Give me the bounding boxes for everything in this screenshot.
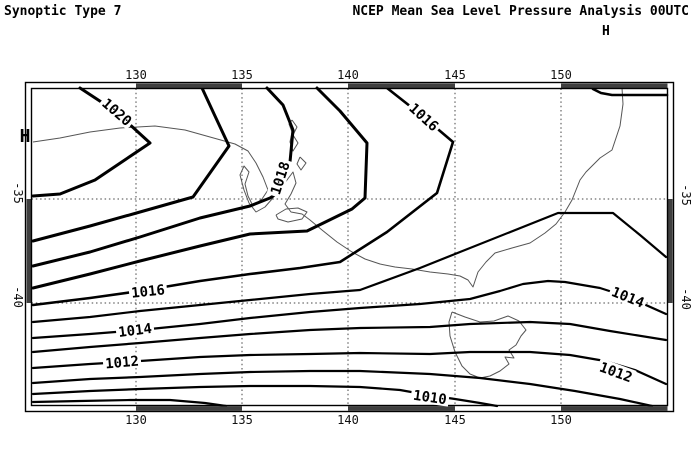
isobar-label-text: 1018 <box>268 160 294 197</box>
lon-tick-top-150: 150 <box>550 68 572 82</box>
synoptic-type-title: Synoptic Type 7 <box>4 4 122 19</box>
isobar-1010 <box>31 384 499 408</box>
border-segment-top <box>348 83 455 89</box>
border-segment-right <box>668 199 673 303</box>
tasmania-coastline <box>448 311 527 379</box>
lon-tick-top-135: 135 <box>231 68 253 82</box>
lat-tick-right--40: -40 <box>679 288 692 310</box>
analysis-title: NCEP Mean Sea Level Pressure Analysis 00… <box>352 4 689 19</box>
analysis-title-line2: H <box>602 24 610 39</box>
isobar-label-text: 1016 <box>131 282 166 301</box>
isobar-1020 <box>31 86 152 198</box>
border-segment-top <box>561 83 668 89</box>
lon-tick-bottom-135: 135 <box>231 413 253 427</box>
isobar-1009 <box>31 398 228 408</box>
lon-tick-bottom-150: 150 <box>550 413 572 427</box>
isobar-label-1014: 1014 <box>115 319 155 341</box>
border-segment-top <box>136 83 242 89</box>
isobar-1019 <box>31 86 231 243</box>
salt-lake-north-coastline <box>288 119 299 152</box>
isobar-label-text: 1014 <box>117 321 152 341</box>
isobar-1014 <box>31 279 668 340</box>
isobar-1018 <box>31 86 295 268</box>
isobar-label-1016: 1016 <box>405 98 444 135</box>
high-pressure-marker: H <box>20 126 31 147</box>
kangaroo-island-coastline <box>275 207 308 223</box>
isobar-1012 <box>31 350 668 386</box>
border-segment-bottom <box>561 406 668 411</box>
salt-lake-south-coastline <box>296 156 307 171</box>
isobar-1017 <box>31 86 369 290</box>
isobar-1013 <box>31 320 668 354</box>
isobar-label-text: 1012 <box>105 354 140 373</box>
isobar-label-1010: 1010 <box>410 386 450 408</box>
lat-tick-right--35: -35 <box>679 184 692 206</box>
lat-tick-left--35: -35 <box>11 182 25 204</box>
lon-tick-bottom-145: 145 <box>444 413 466 427</box>
isobar-label-text: 1012 <box>597 360 634 387</box>
lon-tick-top-140: 140 <box>337 68 359 82</box>
isobar-unlabeled <box>591 87 669 97</box>
isobar-label-1018: 1018 <box>266 157 294 199</box>
isobar-1015 <box>31 211 668 324</box>
isobar-label-1014: 1014 <box>607 282 649 312</box>
isobar-1011 <box>31 369 654 408</box>
isobar-label-1016: 1016 <box>128 281 168 302</box>
border-segment-left <box>26 199 32 303</box>
lon-tick-bottom-130: 130 <box>125 413 147 427</box>
lon-tick-bottom-140: 140 <box>337 413 359 427</box>
lon-tick-top-145: 145 <box>444 68 466 82</box>
australia-mainland-coast-coastline <box>32 87 624 288</box>
map-frame-outer <box>24 81 675 413</box>
isobar-label-text: 1014 <box>609 284 646 311</box>
lat-tick-left--40: -40 <box>11 286 25 308</box>
isobar-label-1012: 1012 <box>102 352 142 373</box>
lon-tick-top-130: 130 <box>125 68 147 82</box>
isobar-label-text: 1010 <box>412 388 448 409</box>
border-segment-bottom <box>348 406 455 411</box>
isobar-label-1012: 1012 <box>595 357 637 387</box>
border-segment-bottom <box>136 406 242 411</box>
map-frame-inner <box>30 87 669 407</box>
